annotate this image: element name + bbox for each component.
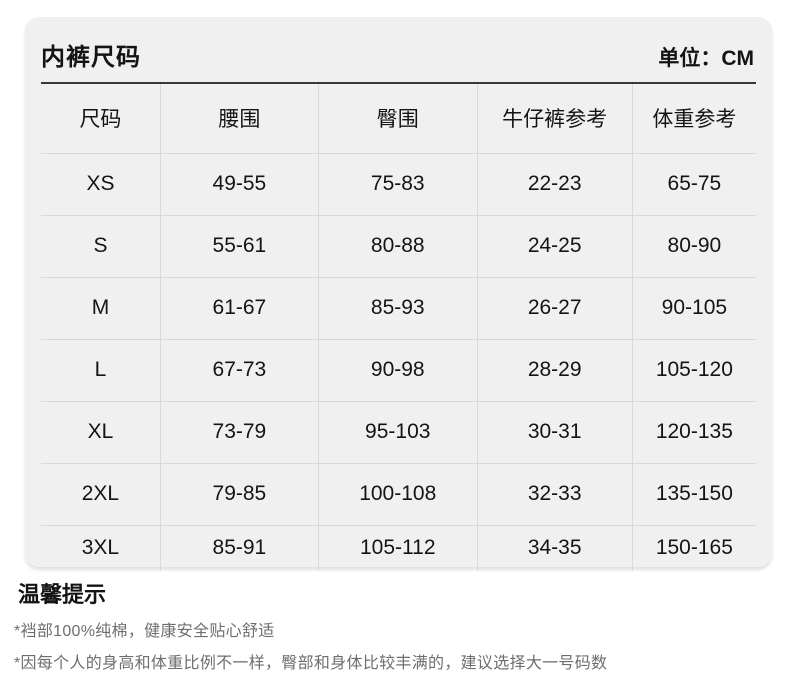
table-cell-size: M <box>41 277 161 340</box>
table-cell-jeans-ref: 26-27 <box>477 277 633 340</box>
table-cell-size: 3XL <box>41 525 161 571</box>
table-cell-jeans-ref: 28-29 <box>477 339 633 402</box>
table-cell-hip: 85-93 <box>318 277 478 340</box>
table-row: XL 73-79 95-103 30-31 120-135 <box>41 401 756 464</box>
table-cell-weight-ref: 135-150 <box>632 463 756 526</box>
size-table-head: 尺码 腰围 臀围 牛仔裤参考 体重参考 <box>41 84 756 154</box>
table-cell-waist: 61-67 <box>160 277 319 340</box>
table-cell-hip: 100-108 <box>318 463 478 526</box>
table-row: S 55-61 80-88 24-25 80-90 <box>41 215 756 278</box>
table-cell-hip: 95-103 <box>318 401 478 464</box>
table-cell-weight-ref: 90-105 <box>632 277 756 340</box>
header-cell-hip: 臀围 <box>318 84 478 154</box>
tips-heading: 温馨提示 <box>18 582 107 607</box>
page-title: 内裤尺码 <box>41 44 141 71</box>
table-cell-waist: 73-79 <box>160 401 319 464</box>
table-row: XS 49-55 75-83 22-23 65-75 <box>41 153 756 216</box>
table-row: M 61-67 85-93 26-27 90-105 <box>41 277 756 340</box>
table-cell-jeans-ref: 22-23 <box>477 153 633 216</box>
tip-note: *裆部100%纯棉，健康安全贴心舒适 <box>14 623 275 640</box>
table-cell-hip: 75-83 <box>318 153 478 216</box>
table-cell-jeans-ref: 34-35 <box>477 525 633 571</box>
table-cell-jeans-ref: 30-31 <box>477 401 633 464</box>
card-header: 内裤尺码 单位：CM <box>41 17 756 84</box>
table-cell-jeans-ref: 32-33 <box>477 463 633 526</box>
table-cell-weight-ref: 150-165 <box>655 536 733 560</box>
table-cell-size: S <box>41 215 161 278</box>
header-row: 尺码 腰围 臀围 牛仔裤参考 体重参考 <box>41 84 756 154</box>
header-cell-waist: 腰围 <box>160 84 319 154</box>
size-table-body: XS 49-55 75-83 22-23 65-75 S 55-61 80-88 24-25 80… <box>41 153 756 571</box>
table-cell-hip: 105-112 <box>318 525 478 571</box>
size-chart-card: 内裤尺码 单位：CM 尺码 腰围 臀围 牛仔裤参考 体重参考 XS 49-55 75-83 2… <box>25 17 772 571</box>
table-cell-size: XL <box>41 401 161 464</box>
table-cell-hip: 90-98 <box>318 339 478 402</box>
table-row: 2XL 79-85 100-108 32-33 135-150 <box>41 463 756 526</box>
table-cell-jeans-ref: 24-25 <box>477 215 633 278</box>
table-cell-waist: 49-55 <box>160 153 319 216</box>
table-cell-weight-ref: 120-135 <box>632 401 756 464</box>
table-row: 3XL 85-91 105-112 34-35 150-165 <box>41 525 756 571</box>
table-cell-weight-ref: 105-120 <box>632 339 756 402</box>
table-cell-waist: 55-61 <box>160 215 319 278</box>
tip-note: *因每个人的身高和体重比例不一样，臀部和身体比较丰满的，建议选择大一号码数 <box>14 655 608 672</box>
table-cell-waist: 67-73 <box>160 339 319 402</box>
table-cell-size: L <box>41 339 161 402</box>
unit-label: 单位：CM <box>658 47 754 70</box>
header-cell-weight-ref: 体重参考 <box>632 84 756 154</box>
table-cell-size: XS <box>41 153 161 216</box>
table-cell-weight-ref: 80-90 <box>632 215 756 278</box>
size-table: 尺码 腰围 臀围 牛仔裤参考 体重参考 XS 49-55 75-83 22-23 65-75 S 5… <box>41 84 756 571</box>
table-cell-hip: 80-88 <box>318 215 478 278</box>
table-cell-size: 2XL <box>41 463 161 526</box>
table-cell-weight-ref: 65-75 <box>632 153 756 216</box>
header-cell-jeans-ref: 牛仔裤参考 <box>477 84 633 154</box>
table-cell-waist: 79-85 <box>160 463 319 526</box>
table-row: L 67-73 90-98 28-29 105-120 <box>41 339 756 402</box>
header-cell-size: 尺码 <box>41 84 161 154</box>
table-cell-waist: 85-91 <box>160 525 319 571</box>
